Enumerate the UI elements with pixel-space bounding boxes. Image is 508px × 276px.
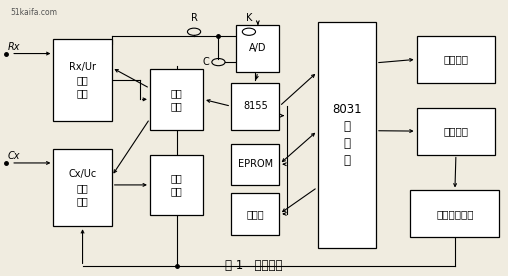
Text: 精密
整流: 精密 整流 bbox=[171, 173, 182, 197]
Text: EPROM: EPROM bbox=[238, 159, 273, 169]
FancyBboxPatch shape bbox=[53, 149, 112, 226]
FancyBboxPatch shape bbox=[417, 36, 495, 83]
Text: Cx: Cx bbox=[8, 151, 20, 161]
FancyBboxPatch shape bbox=[231, 144, 279, 185]
Text: 正弦波发生器: 正弦波发生器 bbox=[436, 209, 473, 219]
FancyBboxPatch shape bbox=[150, 69, 203, 130]
Text: 量程
转换: 量程 转换 bbox=[171, 88, 182, 111]
Text: C: C bbox=[202, 57, 209, 67]
FancyBboxPatch shape bbox=[231, 193, 279, 235]
Text: Rx/Ur
转换
电路: Rx/Ur 转换 电路 bbox=[69, 62, 96, 98]
FancyBboxPatch shape bbox=[417, 108, 495, 155]
Text: Cx/Uc
转换
电路: Cx/Uc 转换 电路 bbox=[69, 169, 97, 206]
Text: 图 1   系统框图: 图 1 系统框图 bbox=[225, 259, 283, 272]
Text: Rx: Rx bbox=[8, 42, 20, 52]
Text: 频率转换: 频率转换 bbox=[443, 126, 468, 136]
Text: 锁存器: 锁存器 bbox=[246, 209, 264, 219]
Text: R: R bbox=[190, 13, 198, 23]
FancyBboxPatch shape bbox=[236, 25, 279, 72]
FancyBboxPatch shape bbox=[410, 190, 499, 237]
Text: 8031
单
片
机: 8031 单 片 机 bbox=[332, 103, 362, 167]
Text: K: K bbox=[246, 13, 252, 23]
FancyBboxPatch shape bbox=[150, 155, 203, 215]
FancyBboxPatch shape bbox=[318, 22, 376, 248]
FancyBboxPatch shape bbox=[231, 83, 279, 130]
Text: 数字显示: 数字显示 bbox=[443, 54, 468, 64]
FancyBboxPatch shape bbox=[53, 39, 112, 121]
Text: 51kaifa.com: 51kaifa.com bbox=[10, 8, 57, 17]
Text: 8155: 8155 bbox=[243, 101, 268, 111]
Text: A/D: A/D bbox=[249, 43, 267, 53]
